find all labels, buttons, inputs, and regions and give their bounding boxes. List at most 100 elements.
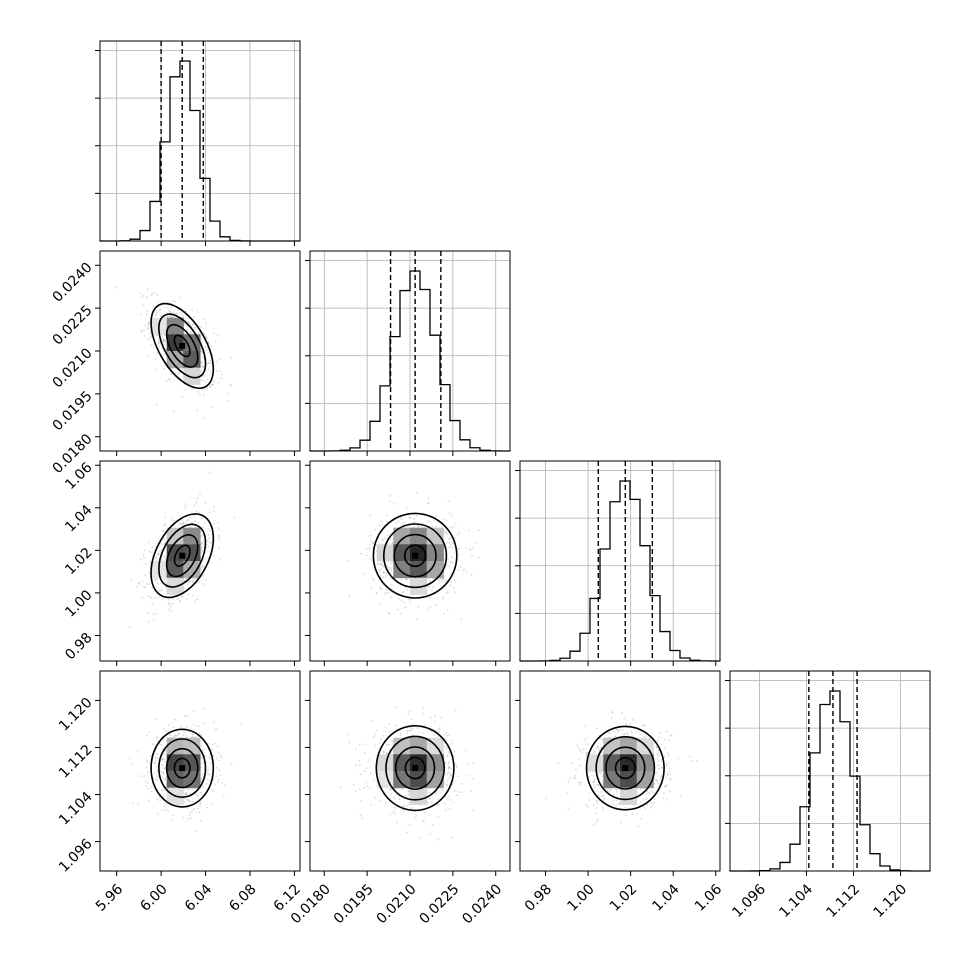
scatter-point — [169, 733, 171, 736]
scatter-point — [155, 718, 158, 721]
scatter-point — [380, 564, 382, 567]
scatter-point — [576, 744, 579, 747]
scatter-point — [455, 765, 458, 767]
scatter-point — [191, 387, 194, 390]
scatter-point — [445, 587, 448, 590]
scatter-point — [228, 384, 231, 386]
scatter-point — [191, 736, 194, 738]
panel-frame — [99, 40, 301, 242]
scatter-point — [191, 309, 194, 312]
scatter-point — [632, 735, 634, 738]
scatter-point — [588, 799, 590, 801]
scatter-point — [391, 740, 394, 742]
scatter-point — [408, 598, 410, 601]
contour-level-3 — [585, 725, 665, 811]
scatter-point — [206, 806, 209, 809]
scatter-point — [191, 736, 193, 739]
scatter-point — [624, 806, 627, 809]
scatter-point — [386, 566, 389, 569]
scatter-point — [200, 541, 203, 544]
scatter-point — [377, 563, 380, 566]
scatter-point — [155, 777, 158, 780]
scatter-point — [190, 811, 193, 813]
scatter-point — [577, 747, 579, 749]
scatter-point — [150, 790, 153, 793]
scatter-point — [578, 783, 581, 786]
contour-level-0 — [614, 756, 636, 780]
scatter-point — [160, 587, 163, 590]
scatter-point — [171, 722, 173, 725]
scatter-point — [202, 761, 205, 764]
scatter-point — [646, 790, 648, 793]
scatter-point — [179, 599, 182, 602]
scatter-point — [155, 313, 158, 315]
scatter-point — [386, 520, 388, 522]
scatter-point — [445, 542, 448, 544]
scatter-point — [408, 801, 411, 804]
scatter-point — [355, 763, 358, 766]
scatter-point — [446, 784, 448, 787]
scatter-point — [387, 591, 390, 594]
panel-3-2 — [515, 670, 721, 876]
x-tick-label: 6.00 — [137, 881, 170, 914]
density-cell — [603, 737, 621, 755]
scatter-point — [201, 550, 204, 552]
y-tick-label: 0.0195 — [50, 388, 96, 434]
scatter-point — [457, 775, 460, 777]
scatter-point — [406, 589, 409, 591]
scatter-point — [449, 545, 452, 548]
scatter-point — [181, 595, 184, 598]
scatter-point — [209, 530, 211, 532]
scatter-point — [208, 757, 211, 760]
scatter-point — [583, 739, 586, 742]
scatter-point — [223, 784, 226, 787]
scatter-point — [197, 521, 200, 524]
scatter-point — [161, 758, 164, 760]
scatter-point — [184, 310, 187, 313]
scatter-point — [181, 396, 184, 398]
density-cell — [426, 527, 444, 545]
scatter-point — [389, 562, 392, 565]
scatter-point — [557, 762, 559, 764]
scatter-point — [217, 539, 220, 541]
contour-level-3 — [150, 302, 215, 389]
scatter-point — [444, 532, 447, 535]
scatter-point — [382, 576, 385, 579]
scatter-point — [450, 774, 453, 776]
scatter-point — [615, 789, 618, 791]
scatter-point — [452, 755, 455, 757]
scatter-point — [188, 814, 191, 816]
scatter-point — [163, 578, 166, 580]
scatter-point — [192, 324, 195, 326]
density-cell — [166, 351, 184, 369]
scatter-point — [368, 547, 371, 550]
scatter-point — [593, 786, 596, 789]
scatter-point — [186, 793, 188, 796]
scatter-point — [472, 762, 475, 765]
scatter-point — [221, 373, 224, 375]
scatter-point — [452, 586, 455, 589]
scatter-point — [185, 577, 188, 580]
scatter-point — [184, 798, 187, 800]
scatter-point — [469, 548, 472, 551]
scatter-point — [446, 755, 449, 758]
scatter-point — [592, 804, 595, 807]
scatter-point — [205, 381, 207, 383]
scatter-point — [442, 578, 445, 580]
scatter-point — [200, 370, 203, 373]
contour-level-2 — [595, 735, 656, 801]
scatter-point — [365, 554, 368, 557]
scatter-point — [139, 292, 142, 295]
scatter-point — [376, 562, 379, 565]
scatter-point — [399, 732, 402, 735]
scatter-point — [631, 718, 634, 721]
scatter-point — [421, 522, 424, 525]
scatter-point — [655, 779, 658, 781]
scatter-point — [143, 585, 146, 588]
scatter-point — [163, 338, 165, 341]
scatter-point — [359, 814, 362, 817]
scatter-point — [621, 729, 624, 732]
scatter-point — [405, 578, 408, 581]
scatter-point — [154, 314, 157, 317]
scatter-point — [140, 330, 143, 332]
